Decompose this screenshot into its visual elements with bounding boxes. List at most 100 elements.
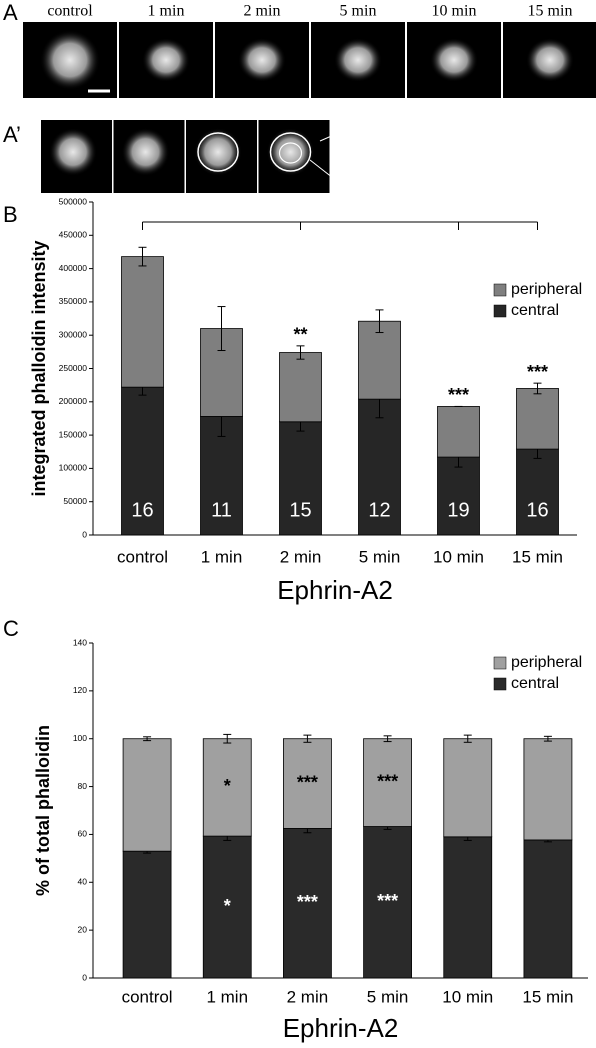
outline [278,142,303,164]
legend-swatch [493,677,507,691]
x-tick-label: 2 min [280,547,322,566]
error-bar [383,735,392,743]
significance-label: *** [297,892,318,912]
y-tick-label: 250000 [59,363,88,373]
pointer [319,133,337,142]
bar-segment [121,256,164,388]
outline [197,132,239,172]
bar-segment [443,836,493,979]
image-label: 2 min [244,3,281,20]
x-axis-title: Ephrin-A2 [277,575,393,605]
x-tick-label: 1 min [206,987,248,1006]
cell-blob [430,38,478,82]
panel-letter: B [3,202,18,227]
error-bar [463,734,472,743]
pointer [309,159,334,179]
y-tick-label: 100 [73,733,87,743]
legend-swatch [493,304,507,318]
cell-blob [194,128,242,176]
legend-label: central [511,675,559,692]
cell-blob [334,38,382,82]
y-axis-title: % of total phalloidin [33,725,53,896]
significance-label: * [224,896,231,916]
x-tick-label: 15 min [512,547,563,566]
bar-segment [202,738,252,837]
legend-swatch [493,656,507,670]
significance-label: *** [297,772,318,792]
significance-label: *** [377,771,398,791]
bar-segment [279,421,322,536]
error-bar [533,382,542,395]
n-label: 19 [447,499,469,521]
legend-swatch [493,283,507,297]
x-tick-label: 10 min [442,987,493,1006]
y-tick-label: 500000 [59,196,88,206]
n-label: 16 [526,499,548,521]
image-label: 1 min [148,3,185,20]
significance-label: ** [293,325,307,345]
bar-segment [437,406,480,458]
y-tick-label: 0 [82,529,87,539]
bar-segment [122,738,172,852]
region-label: C [336,175,345,189]
x-tick-label: 5 min [367,987,409,1006]
bar-segment [437,456,480,536]
error-bar [217,306,226,352]
error-bar [223,733,232,744]
y-tick-label: 100000 [59,463,88,473]
x-tick-label: 2 min [287,987,329,1006]
bar-segment [523,839,573,979]
significance-label: * [224,776,231,796]
bar-segment [523,738,573,841]
bar-segment [202,835,252,979]
error-bar [138,246,147,267]
y-tick-label: 300000 [59,329,88,339]
bar-segment [516,388,559,450]
significance-label: *** [448,385,469,405]
cell-blob [40,30,100,90]
legend-label: central [511,302,559,319]
cell-blob [121,128,170,176]
y-tick-label: 140 [73,637,87,647]
image-label: 15 min [528,3,573,20]
bar-segment [363,738,412,827]
y-tick-label: 120 [73,685,87,695]
n-label: 15 [289,499,311,521]
bar-segment [516,448,559,536]
y-tick-label: 400000 [59,263,88,273]
cell-blob [266,128,315,176]
bar-segment [122,850,172,979]
y-tick-label: 350000 [59,296,88,306]
y-tick-label: 60 [78,829,88,839]
bar-segment [443,738,493,838]
significance-label: *** [377,891,398,911]
image-label: control [47,3,93,20]
y-tick-label: 0 [82,972,87,982]
cell-blob [526,38,574,82]
region-label: P [339,124,347,138]
bar-segment [283,738,332,829]
x-tick-label: 10 min [433,547,484,566]
x-tick-label: 15 min [522,987,573,1006]
image-label: 10 min [432,3,477,20]
y-tick-label: 450000 [59,230,88,240]
panel-letter: A’ [3,122,21,147]
legend-label: peripheral [511,281,582,298]
x-tick-label: 5 min [359,547,401,566]
n-label: 11 [211,499,232,521]
y-tick-label: 150000 [59,429,88,439]
error-bar [543,735,552,742]
n-label: 12 [368,499,390,521]
error-bar [143,736,152,742]
y-tick-label: 50000 [63,496,87,506]
cell-blob [238,38,286,82]
n-label: 16 [131,499,153,521]
bar-segment [121,386,164,536]
bar-segment [358,398,401,536]
panel-letter: A [3,0,18,25]
y-tick-label: 200000 [59,396,88,406]
error-bar [303,734,312,743]
y-tick-label: 20 [78,924,88,934]
error-bar [375,309,384,334]
